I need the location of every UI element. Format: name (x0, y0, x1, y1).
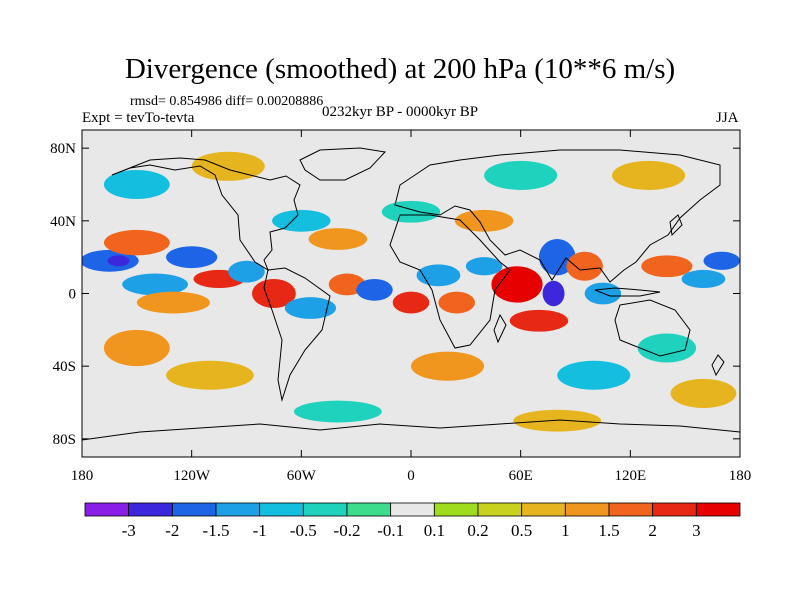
map-axes: 80N 40N 0 40S 80S 180 120W 60W 0 60E 120E 180 (50, 130, 751, 484)
colorbar: -3 -2 -1.5 -1 -0.5 -0.2 -0.1 0.1 0.2 0.5 1 1.5 2 3 (84, 502, 741, 540)
coastline-indonesia (594, 287, 661, 297)
colorbar-label: 0.1 (424, 521, 445, 540)
anomaly-region (166, 360, 254, 390)
colorbar-swatch (84, 502, 130, 517)
x-tick-label: 120W (173, 468, 211, 484)
x-tick-label: 60E (509, 468, 533, 484)
x-tick-label: 120E (614, 468, 646, 484)
anomaly-region (392, 291, 430, 314)
colorbar-swatch (695, 502, 741, 517)
colorbar-swatch (346, 502, 392, 517)
colorbar-label: 3 (692, 521, 701, 540)
y-tick-label: 0 (69, 287, 77, 303)
colorbar-label: -3 (122, 521, 136, 540)
anomaly-region (538, 238, 576, 276)
anomaly-region (166, 246, 218, 269)
anomaly-region (328, 273, 366, 296)
colorbar-swatch (477, 502, 523, 517)
colorbar-label: -0.5 (290, 521, 317, 540)
stats-label: rmsd= 0.854986 diff= 0.00208886 (130, 94, 324, 109)
coastline-antarctica (82, 419, 740, 441)
anomaly-region (272, 209, 331, 232)
anomaly-region (641, 255, 693, 278)
colorbar-swatch (259, 502, 304, 517)
x-tick-label: 180 (71, 468, 94, 484)
colorbar-swatch (564, 502, 610, 517)
anomaly-region (122, 273, 189, 296)
anomaly-region (491, 266, 543, 303)
period-label: 0232kyr BP - 0000kyr BP (322, 104, 479, 120)
coastline-new-zealand (711, 354, 725, 377)
coastline-south-america (263, 267, 331, 402)
anomaly-region (637, 333, 697, 363)
y-tick-label: 40S (53, 359, 76, 375)
coastline-eurasia (394, 149, 721, 283)
anomaly-region (509, 309, 569, 332)
colorbar-label: 0.5 (511, 521, 532, 540)
colorbar-label: 1 (561, 521, 570, 540)
colorbar-label: -1.5 (203, 521, 230, 540)
x-tick-label: 180 (729, 468, 752, 484)
colorbar-swatch (302, 502, 348, 517)
anomaly-region (356, 278, 393, 301)
experiment-label: Expt = tevTo-tevta (82, 110, 195, 126)
anomaly-region (228, 260, 265, 283)
colorbar-swatch (433, 502, 479, 517)
x-tick-label: 0 (407, 468, 415, 484)
anomaly-region (542, 280, 565, 307)
y-tick-label: 40N (50, 214, 76, 230)
anomaly-region (557, 360, 631, 390)
colorbar-label: 2 (648, 521, 657, 540)
colorbar-swatch (652, 502, 697, 517)
coastlines (82, 147, 740, 441)
colorbar-label: -2 (165, 521, 179, 540)
anomaly-region (438, 291, 475, 314)
colorbar-label: -0.2 (334, 521, 361, 540)
anomaly-region (107, 255, 130, 267)
anomaly-region (251, 278, 296, 309)
coastline-africa (389, 214, 511, 349)
colorbar-label: -1 (253, 521, 267, 540)
anomaly-region (670, 378, 737, 408)
coastline-japan (669, 214, 683, 237)
anomaly-region (566, 251, 603, 281)
anomaly-region (612, 160, 686, 190)
anomaly-region (308, 228, 368, 250)
anomaly-region (284, 297, 337, 319)
anomaly-region (416, 264, 461, 287)
anomaly-region (465, 257, 503, 276)
anomaly-region (136, 291, 210, 314)
colorbar-swatch (171, 502, 217, 517)
x-tick-label: 60W (287, 468, 317, 484)
coastline-north-america (111, 157, 301, 272)
anomaly-region (294, 400, 382, 423)
colorbar-swatch (608, 502, 654, 517)
coastline-madagascar (493, 313, 507, 344)
anomaly-region (411, 351, 485, 381)
colorbar-swatch (215, 502, 261, 517)
coastline-greenland (299, 147, 387, 181)
season-label: JJA (716, 110, 739, 126)
colorbar-label: 1.5 (598, 521, 619, 540)
anomaly-region (681, 269, 726, 289)
colorbar-label: -0.1 (377, 521, 404, 540)
colorbar-swatch (390, 502, 435, 517)
y-tick-label: 80S (53, 432, 76, 448)
anomaly-layer (82, 151, 740, 432)
plot-title: Divergence (smoothed) at 200 hPa (10**6 … (124, 53, 676, 85)
anomaly-region (103, 169, 170, 200)
anomaly-region (103, 229, 170, 256)
anomaly-region (103, 329, 170, 367)
anomaly-region (703, 251, 740, 270)
anomaly-region (484, 160, 558, 190)
colorbar-swatch (128, 502, 173, 517)
anomaly-region (191, 151, 265, 181)
anomaly-region (454, 209, 514, 232)
colorbar-label: 0.2 (467, 521, 488, 540)
anomaly-region (381, 200, 441, 223)
coastline-australia (614, 299, 691, 357)
colorbar-swatch (521, 502, 566, 517)
y-tick-label: 80N (50, 141, 76, 157)
